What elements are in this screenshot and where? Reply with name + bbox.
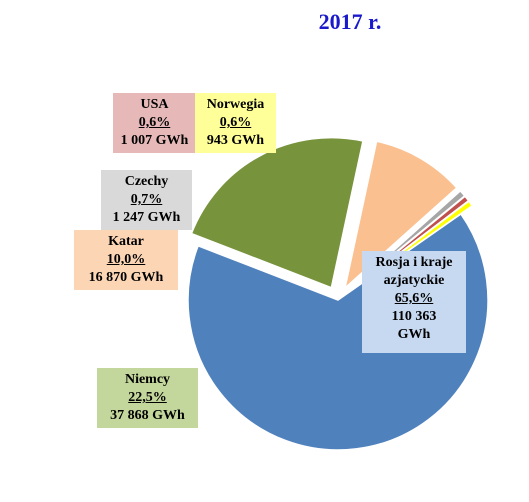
slice-name: Czechy (124, 174, 169, 189)
slice-label: Katar 10,0% 16 870 GWh (74, 230, 178, 290)
slice-label: Czechy 0,7% 1 247 GWh (101, 170, 192, 230)
slice-name: Niemcy (124, 372, 171, 387)
slice-percent: 65,6% (394, 291, 434, 306)
slice-name: Norwegia (206, 97, 265, 112)
slice-percent: 10,0% (106, 252, 146, 267)
slice-name: Katar (108, 234, 144, 249)
slice-value: 37 868 GWh (110, 408, 185, 423)
slice-value: 110 363 (391, 309, 437, 324)
slice-percent: 0,6% (138, 115, 171, 130)
slice-name: azjatyckie (383, 273, 445, 288)
slice-value: 16 870 GWh (88, 270, 164, 285)
slice-value: 1 007 GWh (120, 133, 189, 148)
slice-percent: 0,6% (219, 115, 252, 130)
slice-label: Norwegia 0,6% 943 GWh (195, 93, 276, 153)
slice-name: Rosja i kraje (375, 255, 453, 270)
chart-title: 2017 r. (318, 9, 382, 34)
slice-label: Niemcy 22,5% 37 868 GWh (97, 368, 198, 428)
slice-value: GWh (397, 327, 431, 342)
slice-value: 943 GWh (206, 133, 265, 148)
slice-label: Rosja i kraje azjatyckie 65,6% 110 363 GWh (362, 251, 466, 353)
slice-name: USA (140, 97, 169, 112)
pie-slice (190, 136, 364, 289)
slice-value: 1 247 GWh (112, 210, 181, 225)
slice-percent: 0,7% (130, 192, 163, 207)
slice-percent: 22,5% (128, 390, 167, 405)
slice-label: USA 0,6% 1 007 GWh (113, 93, 196, 153)
